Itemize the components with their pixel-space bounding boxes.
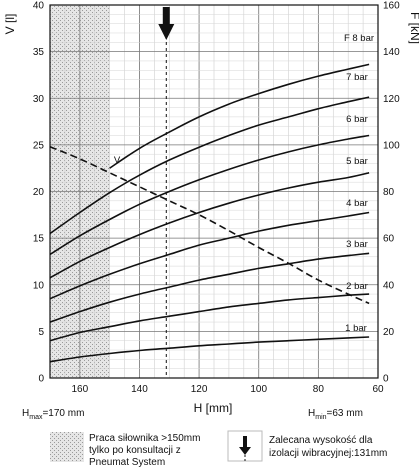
series-label-2-bar: 2 bar xyxy=(346,281,368,292)
legend-arrow-icon xyxy=(239,436,251,455)
series-line-2-bar xyxy=(49,293,370,342)
y-right-tick-label: 0 xyxy=(383,374,389,385)
y-right-tick-label: 100 xyxy=(383,140,400,151)
series-label-6-bar: 6 bar xyxy=(346,114,368,125)
series-label-5-bar: 5 bar xyxy=(346,156,368,167)
x-tick-labels: 160 140 120 100 80 60 xyxy=(71,384,384,395)
y-left-tick-label: 25 xyxy=(33,140,45,151)
y-left-tick-label: 35 xyxy=(33,47,45,58)
y-right-tick-label: 120 xyxy=(383,94,400,105)
y-left-tick-label: 5 xyxy=(38,327,44,338)
legend: Praca siłownika >150mm tylko po konsulta… xyxy=(50,430,387,468)
y-left-tick-label: 20 xyxy=(33,187,45,198)
y-right-tick-label: 140 xyxy=(383,47,400,58)
y-left-tick-label: 15 xyxy=(33,234,45,245)
y-right-tick-label: 20 xyxy=(383,327,395,338)
series-line-v xyxy=(49,145,370,305)
series-line-6-bar xyxy=(49,134,370,256)
series-label-3-bar: 3 bar xyxy=(346,239,368,250)
legend-hatch-swatch xyxy=(50,432,84,462)
x-tick-label: 80 xyxy=(313,384,325,395)
y-right-tick-label: 40 xyxy=(383,280,395,291)
series-line-7-bar xyxy=(49,96,370,235)
y-left-tick-label: 30 xyxy=(33,94,45,105)
x-tick-label: 100 xyxy=(250,384,267,395)
series-line-5-bar xyxy=(49,172,370,279)
x-axis-title: H [mm] xyxy=(194,401,233,415)
y-right-tick-label: 60 xyxy=(383,234,395,245)
x-tick-label: 60 xyxy=(372,384,384,395)
series-line-1-bar xyxy=(49,336,370,363)
series-label-7-bar: 7 bar xyxy=(346,72,368,83)
x-tick-label: 160 xyxy=(71,384,88,395)
y-left-tick-label: 10 xyxy=(33,280,45,291)
series-line-f-8-bar xyxy=(109,63,370,169)
series-label-v: V xyxy=(114,155,121,166)
y-left-tick-label: 0 xyxy=(38,374,44,385)
x-tick-label: 120 xyxy=(191,384,208,395)
series-label-4-bar: 4 bar xyxy=(346,198,368,209)
recommended-height-arrow xyxy=(158,7,175,40)
y-right-tick-label: 160 xyxy=(383,1,400,12)
y-right-tick-labels: 0 20 40 60 80 100 120 140 160 xyxy=(383,1,400,385)
y-right-tick-label: 80 xyxy=(383,187,395,198)
series-label-f-8-bar: F 8 bar xyxy=(344,33,374,44)
series-label-1-bar: 1 bar xyxy=(345,323,367,334)
series-layer: 1 bar 2 bar 3 bar 4 bar 5 bar 6 bar 7 bar F 8 b… xyxy=(49,33,374,363)
x-tick-label: 140 xyxy=(131,384,148,395)
h-max-label: Hmax=170 mm xyxy=(22,408,84,421)
h-min-label: Hmin=63 mm xyxy=(308,408,363,421)
plot-frame xyxy=(49,4,379,379)
series-line-3-bar xyxy=(49,252,370,323)
y-left-tick-label: 40 xyxy=(33,1,45,12)
legend-arrow-text: Zalecana wysokość dla izolacji wibracyjn… xyxy=(269,435,387,459)
y-right-axis-title: F [kN] xyxy=(408,12,419,44)
series-line-4-bar xyxy=(49,211,370,300)
legend-hatch-text: Praca siłownika >150mm tylko po konsulta… xyxy=(89,433,203,468)
grid xyxy=(50,4,379,379)
y-left-axis-title: V [l] xyxy=(3,14,17,35)
y-left-tick-labels: 0 5 10 15 20 25 30 35 40 xyxy=(33,1,45,385)
